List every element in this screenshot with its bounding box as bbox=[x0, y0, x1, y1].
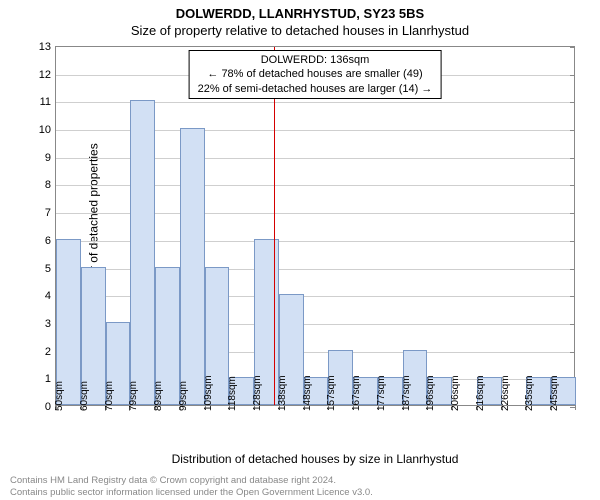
x-tick-label: 148sqm bbox=[302, 375, 313, 411]
y-tick-mark bbox=[570, 130, 575, 131]
x-tick-label: 79sqm bbox=[128, 381, 139, 411]
x-tick-label: 187sqm bbox=[401, 375, 412, 411]
x-tick-label: 89sqm bbox=[153, 381, 164, 411]
y-tick-label: 3 bbox=[45, 318, 56, 330]
x-tick-label: 235sqm bbox=[524, 375, 535, 411]
y-tick-label: 4 bbox=[45, 290, 56, 302]
plot-area: DOLWERDD: 136sqm ← 78% of detached house… bbox=[55, 46, 575, 406]
annotation-line3: 22% of semi-detached houses are larger (… bbox=[198, 82, 433, 96]
x-tick-label: 118sqm bbox=[227, 376, 238, 411]
reference-vline bbox=[274, 47, 275, 405]
footer-line-1: Contains HM Land Registry data © Crown c… bbox=[10, 475, 336, 486]
y-tick-label: 7 bbox=[45, 207, 56, 219]
x-tick-label: 157sqm bbox=[326, 375, 337, 411]
y-tick-mark bbox=[570, 158, 575, 159]
y-tick-label: 5 bbox=[45, 263, 56, 275]
y-tick-mark bbox=[570, 241, 575, 242]
annotation-box: DOLWERDD: 136sqm ← 78% of detached house… bbox=[189, 50, 442, 99]
chart-wrap: Number of detached properties DOLWERDD: … bbox=[55, 46, 575, 406]
x-tick-label: 99sqm bbox=[178, 381, 189, 411]
y-tick-label: 11 bbox=[40, 96, 56, 108]
y-tick-label: 9 bbox=[45, 152, 56, 164]
x-tick-label: 70sqm bbox=[104, 381, 115, 411]
histogram-bar bbox=[130, 100, 155, 405]
x-tick-label: 206sqm bbox=[450, 375, 461, 411]
histogram-bar bbox=[180, 128, 205, 405]
y-tick-mark bbox=[570, 75, 575, 76]
y-tick-label: 6 bbox=[45, 235, 56, 247]
chart-title-sub: Size of property relative to detached ho… bbox=[0, 21, 600, 42]
y-tick-mark bbox=[570, 352, 575, 353]
y-tick-label: 8 bbox=[45, 179, 56, 191]
y-tick-mark bbox=[570, 47, 575, 48]
y-tick-label: 13 bbox=[39, 41, 56, 53]
x-tick-label: 216sqm bbox=[475, 375, 486, 411]
annotation-line2: ← 78% of detached houses are smaller (49… bbox=[198, 67, 433, 81]
x-tick-label: 177sqm bbox=[376, 375, 387, 411]
y-tick-mark bbox=[570, 324, 575, 325]
x-tick-label: 138sqm bbox=[277, 375, 288, 411]
annotation-line1: DOLWERDD: 136sqm bbox=[198, 53, 433, 67]
chart-title-main: DOLWERDD, LLANRHYSTUD, SY23 5BS bbox=[0, 0, 600, 21]
y-tick-mark bbox=[570, 269, 575, 270]
x-tick-label: 128sqm bbox=[252, 375, 263, 411]
x-tick-label: 245sqm bbox=[549, 375, 560, 411]
y-tick-mark bbox=[570, 185, 575, 186]
y-tick-label: 12 bbox=[39, 69, 56, 81]
x-tick-label: 60sqm bbox=[79, 381, 90, 411]
x-tick-label: 167sqm bbox=[351, 375, 362, 411]
x-tick-mark bbox=[575, 405, 576, 410]
x-axis-label: Distribution of detached houses by size … bbox=[172, 452, 459, 466]
y-tick-mark bbox=[570, 213, 575, 214]
x-tick-label: 50sqm bbox=[54, 381, 65, 411]
y-tick-mark bbox=[570, 102, 575, 103]
y-tick-mark bbox=[570, 296, 575, 297]
footer-line-2: Contains public sector information licen… bbox=[10, 487, 373, 498]
y-tick-label: 2 bbox=[45, 346, 56, 358]
y-tick-label: 10 bbox=[39, 124, 56, 136]
x-tick-label: 196sqm bbox=[425, 375, 436, 411]
chart-container: DOLWERDD, LLANRHYSTUD, SY23 5BS Size of … bbox=[0, 0, 600, 500]
x-tick-label: 109sqm bbox=[203, 375, 214, 411]
x-tick-label: 226sqm bbox=[500, 375, 511, 411]
